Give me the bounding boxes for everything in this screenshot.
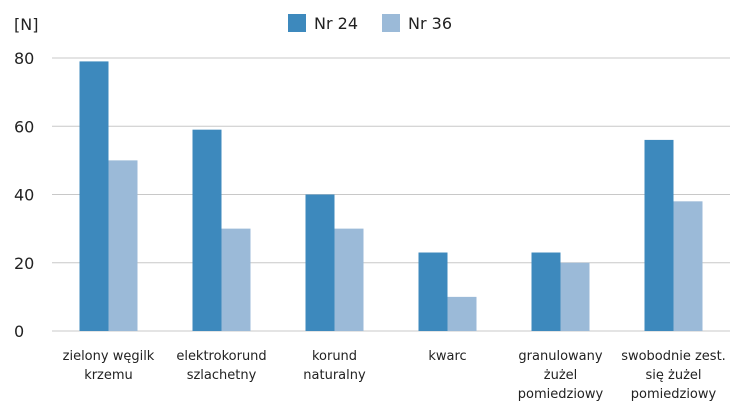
x-category-label: pomiedziowy — [631, 387, 717, 402]
x-axis-labels: zielony węgilk krzemu elektrokorund szlache… — [63, 349, 726, 402]
x-category-label: elektrokorund — [176, 349, 266, 364]
legend-swatch — [382, 14, 400, 32]
y-tick-label: 60 — [14, 117, 34, 136]
y-axis-ticks: 0 20 40 60 80 — [14, 49, 34, 341]
y-tick-label: 0 — [14, 322, 24, 341]
x-category-label: swobodnie zest. — [621, 349, 726, 364]
gridlines — [52, 57, 730, 332]
y-tick-label: 40 — [14, 186, 34, 205]
bar-nr-24 — [79, 61, 109, 331]
x-category-label: korund — [312, 349, 357, 364]
x-category-label: granulowany — [518, 349, 602, 364]
y-tick-label: 20 — [14, 254, 34, 273]
y-tick-label: 80 — [14, 49, 34, 68]
x-category-label: się żużel — [645, 368, 701, 383]
x-category-label: pomiedziowy — [518, 387, 604, 402]
legend-label: Nr 36 — [408, 14, 452, 33]
bar-nr-24 — [418, 252, 448, 331]
bar-nr-24 — [305, 194, 335, 331]
bar-nr-36 — [673, 201, 703, 331]
x-category-label: zielony węgilk — [63, 349, 155, 364]
bar-nr-24 — [644, 139, 674, 331]
x-category-label: szlachetny — [187, 368, 257, 383]
bar-nr-36 — [108, 160, 138, 331]
bar-nr-24 — [531, 252, 561, 331]
bar-nr-36 — [334, 228, 364, 331]
bars — [79, 61, 703, 331]
legend: Nr 24 Nr 36 — [288, 14, 452, 33]
bar-nr-36 — [447, 296, 477, 331]
bar-nr-36 — [221, 228, 251, 331]
x-category-label: naturalny — [303, 368, 366, 383]
legend-swatch — [288, 14, 306, 32]
bar-nr-36 — [560, 262, 590, 331]
bar-nr-24 — [192, 129, 222, 331]
x-category-label: krzemu — [84, 368, 133, 383]
y-unit-label: [N] — [14, 15, 38, 34]
legend-label: Nr 24 — [314, 14, 358, 33]
x-category-label: żużel — [544, 368, 578, 383]
x-category-label: kwarc — [428, 349, 466, 364]
